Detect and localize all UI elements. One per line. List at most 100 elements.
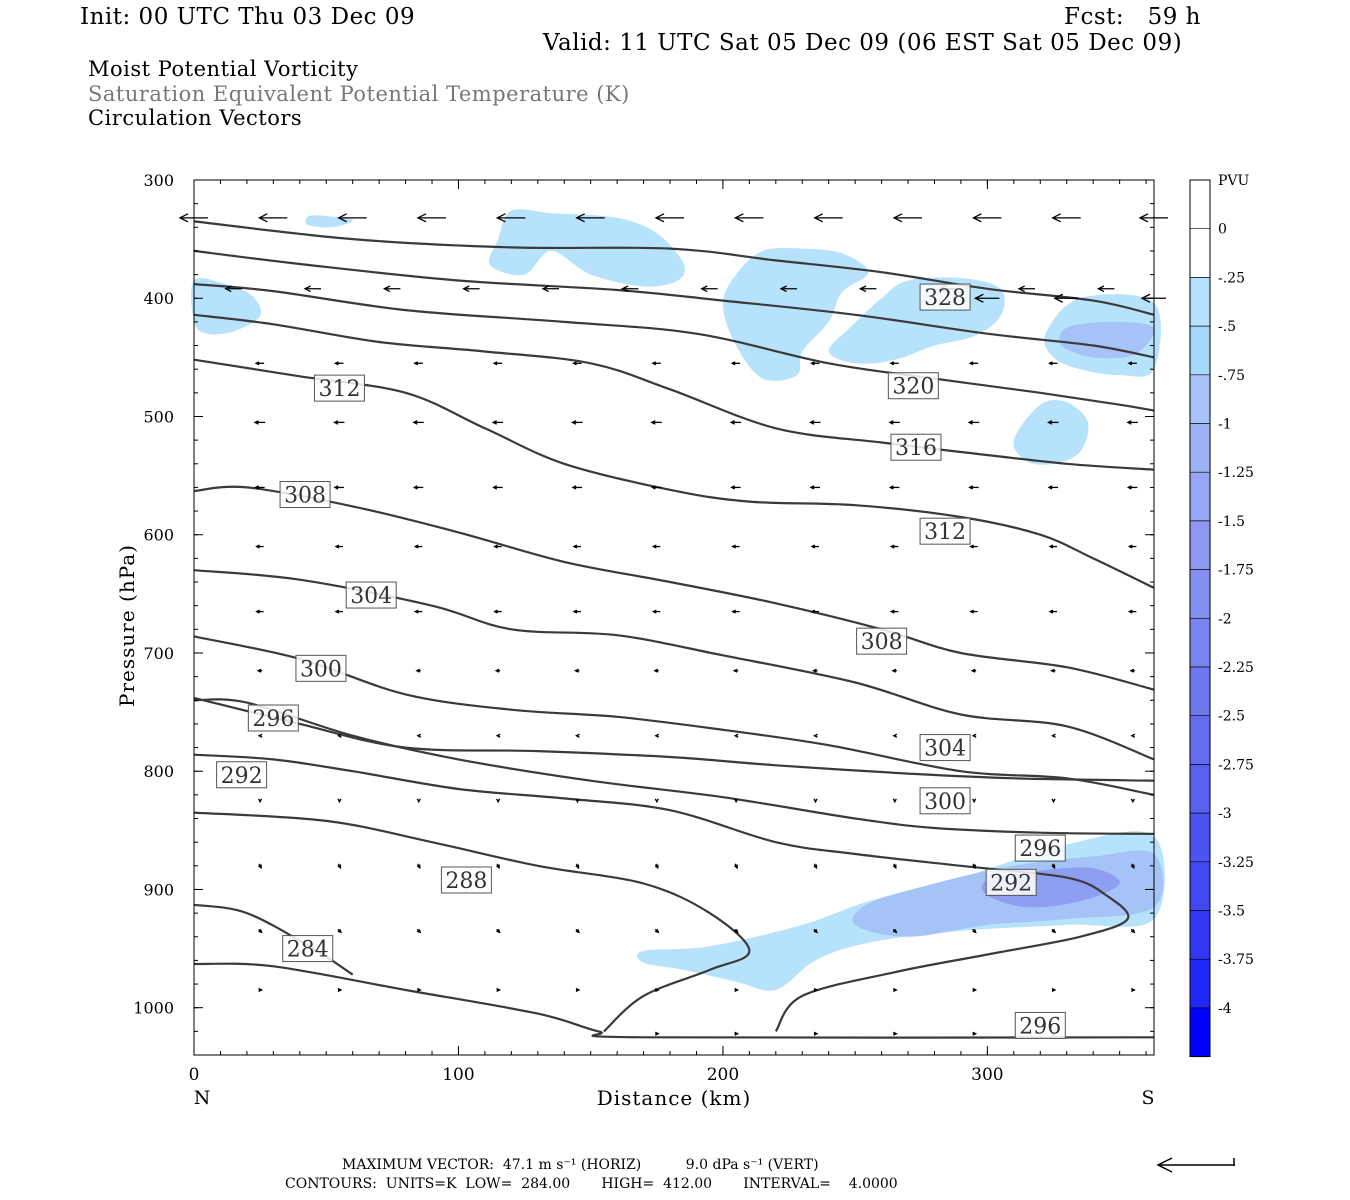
vector-head [496,798,501,804]
circulation-vector-106 [733,733,739,738]
circulation-vector-138 [416,928,422,934]
circulation-vector-160 [655,1031,660,1036]
circulation-vector-48 [888,420,900,425]
circulation-vector-125 [337,863,342,870]
vector-head [496,864,500,870]
x-tick-label: 100 [442,1065,474,1085]
vector-head [734,864,738,870]
circulation-vector-113 [337,798,342,804]
contour-label-9: 320 [887,372,939,400]
vector-head [969,609,974,614]
vector-head [654,733,660,738]
circulation-vector-109 [971,733,977,738]
vector-head [416,733,422,738]
circulation-vector-102 [416,733,422,738]
circulation-vector-47 [809,420,821,425]
circulation-vector-75 [1127,544,1137,549]
y-tick-label: 600 [143,526,174,545]
circulation-vector-11 [1051,213,1081,223]
vector-head [333,420,339,425]
circulation-vector-17 [541,285,560,293]
vector-head [809,420,815,425]
circulation-vector-73 [969,544,978,549]
contour-label-text: 300 [300,657,342,682]
circulation-vector-15 [382,285,401,293]
contour-label-5: 292 [216,761,268,789]
y-axis-title: Pressure (hPa) [115,544,139,707]
contour-label-text: 304 [350,584,392,609]
vector-head [254,361,260,366]
colorbar-label: 0 [1218,222,1227,238]
contour-label-box [216,761,268,789]
vector-head [972,928,977,934]
circulation-vector-5 [575,213,605,223]
colorbar-swatch-2 [1190,277,1210,327]
circulation-vector-91 [494,668,501,673]
circulation-vector-146 [1051,928,1057,934]
vector-head [1051,864,1056,870]
circulation-vector-32 [572,361,582,366]
circulation-vector-50 [1047,420,1059,425]
circulation-vector-26 [1053,293,1079,303]
vector-head [575,733,580,738]
circulation-vector-133 [972,863,976,870]
circulation-vector-93 [653,668,659,673]
circulation-vector-88 [256,668,263,673]
vector-head [382,285,391,293]
vector-head [575,928,580,934]
circulation-vector-28 [254,361,265,366]
vector-head [888,420,894,425]
contour-label-box [345,581,397,609]
circulation-vector-79 [493,609,502,614]
vector-head [337,733,342,738]
vector-head [462,285,470,293]
colorbar-swatch-12 [1190,764,1210,814]
circulation-vector-144 [892,928,898,934]
circulation-vector-61 [968,485,979,490]
circulation-vector-151 [496,987,502,993]
circulation-vector-99 [1129,668,1135,673]
colorbar-swatch-6 [1190,472,1210,521]
circulation-vector-124 [258,863,262,870]
vector-head [653,668,659,673]
circulation-vector-76 [255,609,264,614]
contour-label-text: 308 [284,484,326,509]
field-title-theta-es: Saturation Equivalent Potential Temperat… [88,82,630,106]
contour-label-4: 296 [247,704,299,732]
vector-head [812,668,817,673]
circulation-vector-59 [809,485,820,490]
colorbar-label: -1.5 [1218,514,1245,530]
circulation-vector-72 [889,544,899,549]
vector-head [258,864,262,870]
colorbar-label: -3.75 [1218,952,1254,968]
circulation-vector-119 [813,798,818,804]
vector-head [651,544,657,549]
vector-head [893,987,898,993]
vector-head [334,361,339,366]
colorbar-unit: PVU [1218,173,1250,189]
theta-contour-5 [193,698,1155,835]
circulation-vector-150 [417,987,422,993]
circulation-vector-117 [654,798,659,804]
vector-head [654,928,660,934]
circulation-vector-57 [650,485,662,490]
vector-head [496,928,501,934]
vector-head [813,1031,819,1036]
pv-region-4 [828,277,1005,364]
circulation-vector-94 [732,668,739,673]
circulation-vector-7 [733,213,764,223]
vector-head [889,609,895,614]
colorbar-label: -2.5 [1218,709,1245,725]
vector-head [413,609,419,614]
contour-label-text: 320 [892,375,934,400]
colorbar-swatch-11 [1190,715,1210,765]
vector-head [1047,420,1053,425]
vector-head [813,213,824,223]
colorbar-label: -2 [1218,611,1232,627]
circulation-vector-33 [651,361,661,366]
vector-head [412,485,418,490]
circulation-vector-43 [491,420,504,425]
circulation-vector-14 [303,285,322,293]
colorbar-label: -.75 [1218,368,1245,384]
